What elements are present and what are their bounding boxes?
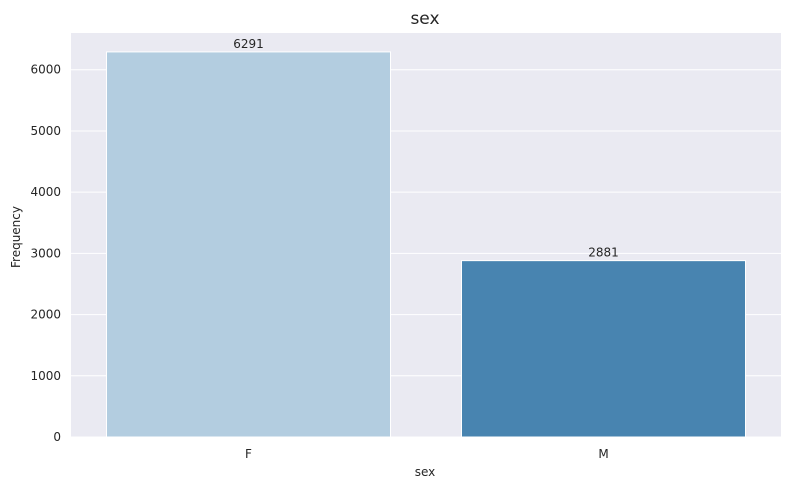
y-tick-label: 1000 xyxy=(30,369,61,383)
x-tick-label: F xyxy=(245,447,252,461)
x-axis-label: sex xyxy=(415,465,436,479)
data-label: 6291 xyxy=(233,37,264,51)
bar-M xyxy=(461,260,746,438)
y-tick-label: 2000 xyxy=(30,308,61,322)
y-axis-label: Frequency xyxy=(9,206,23,268)
x-tick-label: M xyxy=(598,447,608,461)
y-tick-label: 0 xyxy=(53,430,61,444)
data-label: 2881 xyxy=(588,246,619,260)
y-tick-label: 6000 xyxy=(30,63,61,77)
y-tick-label: 5000 xyxy=(30,124,61,138)
y-tick-label: 3000 xyxy=(30,246,61,260)
chart-title: sex xyxy=(410,9,439,29)
bar-F xyxy=(106,51,391,438)
y-tick-label: 4000 xyxy=(30,185,61,199)
